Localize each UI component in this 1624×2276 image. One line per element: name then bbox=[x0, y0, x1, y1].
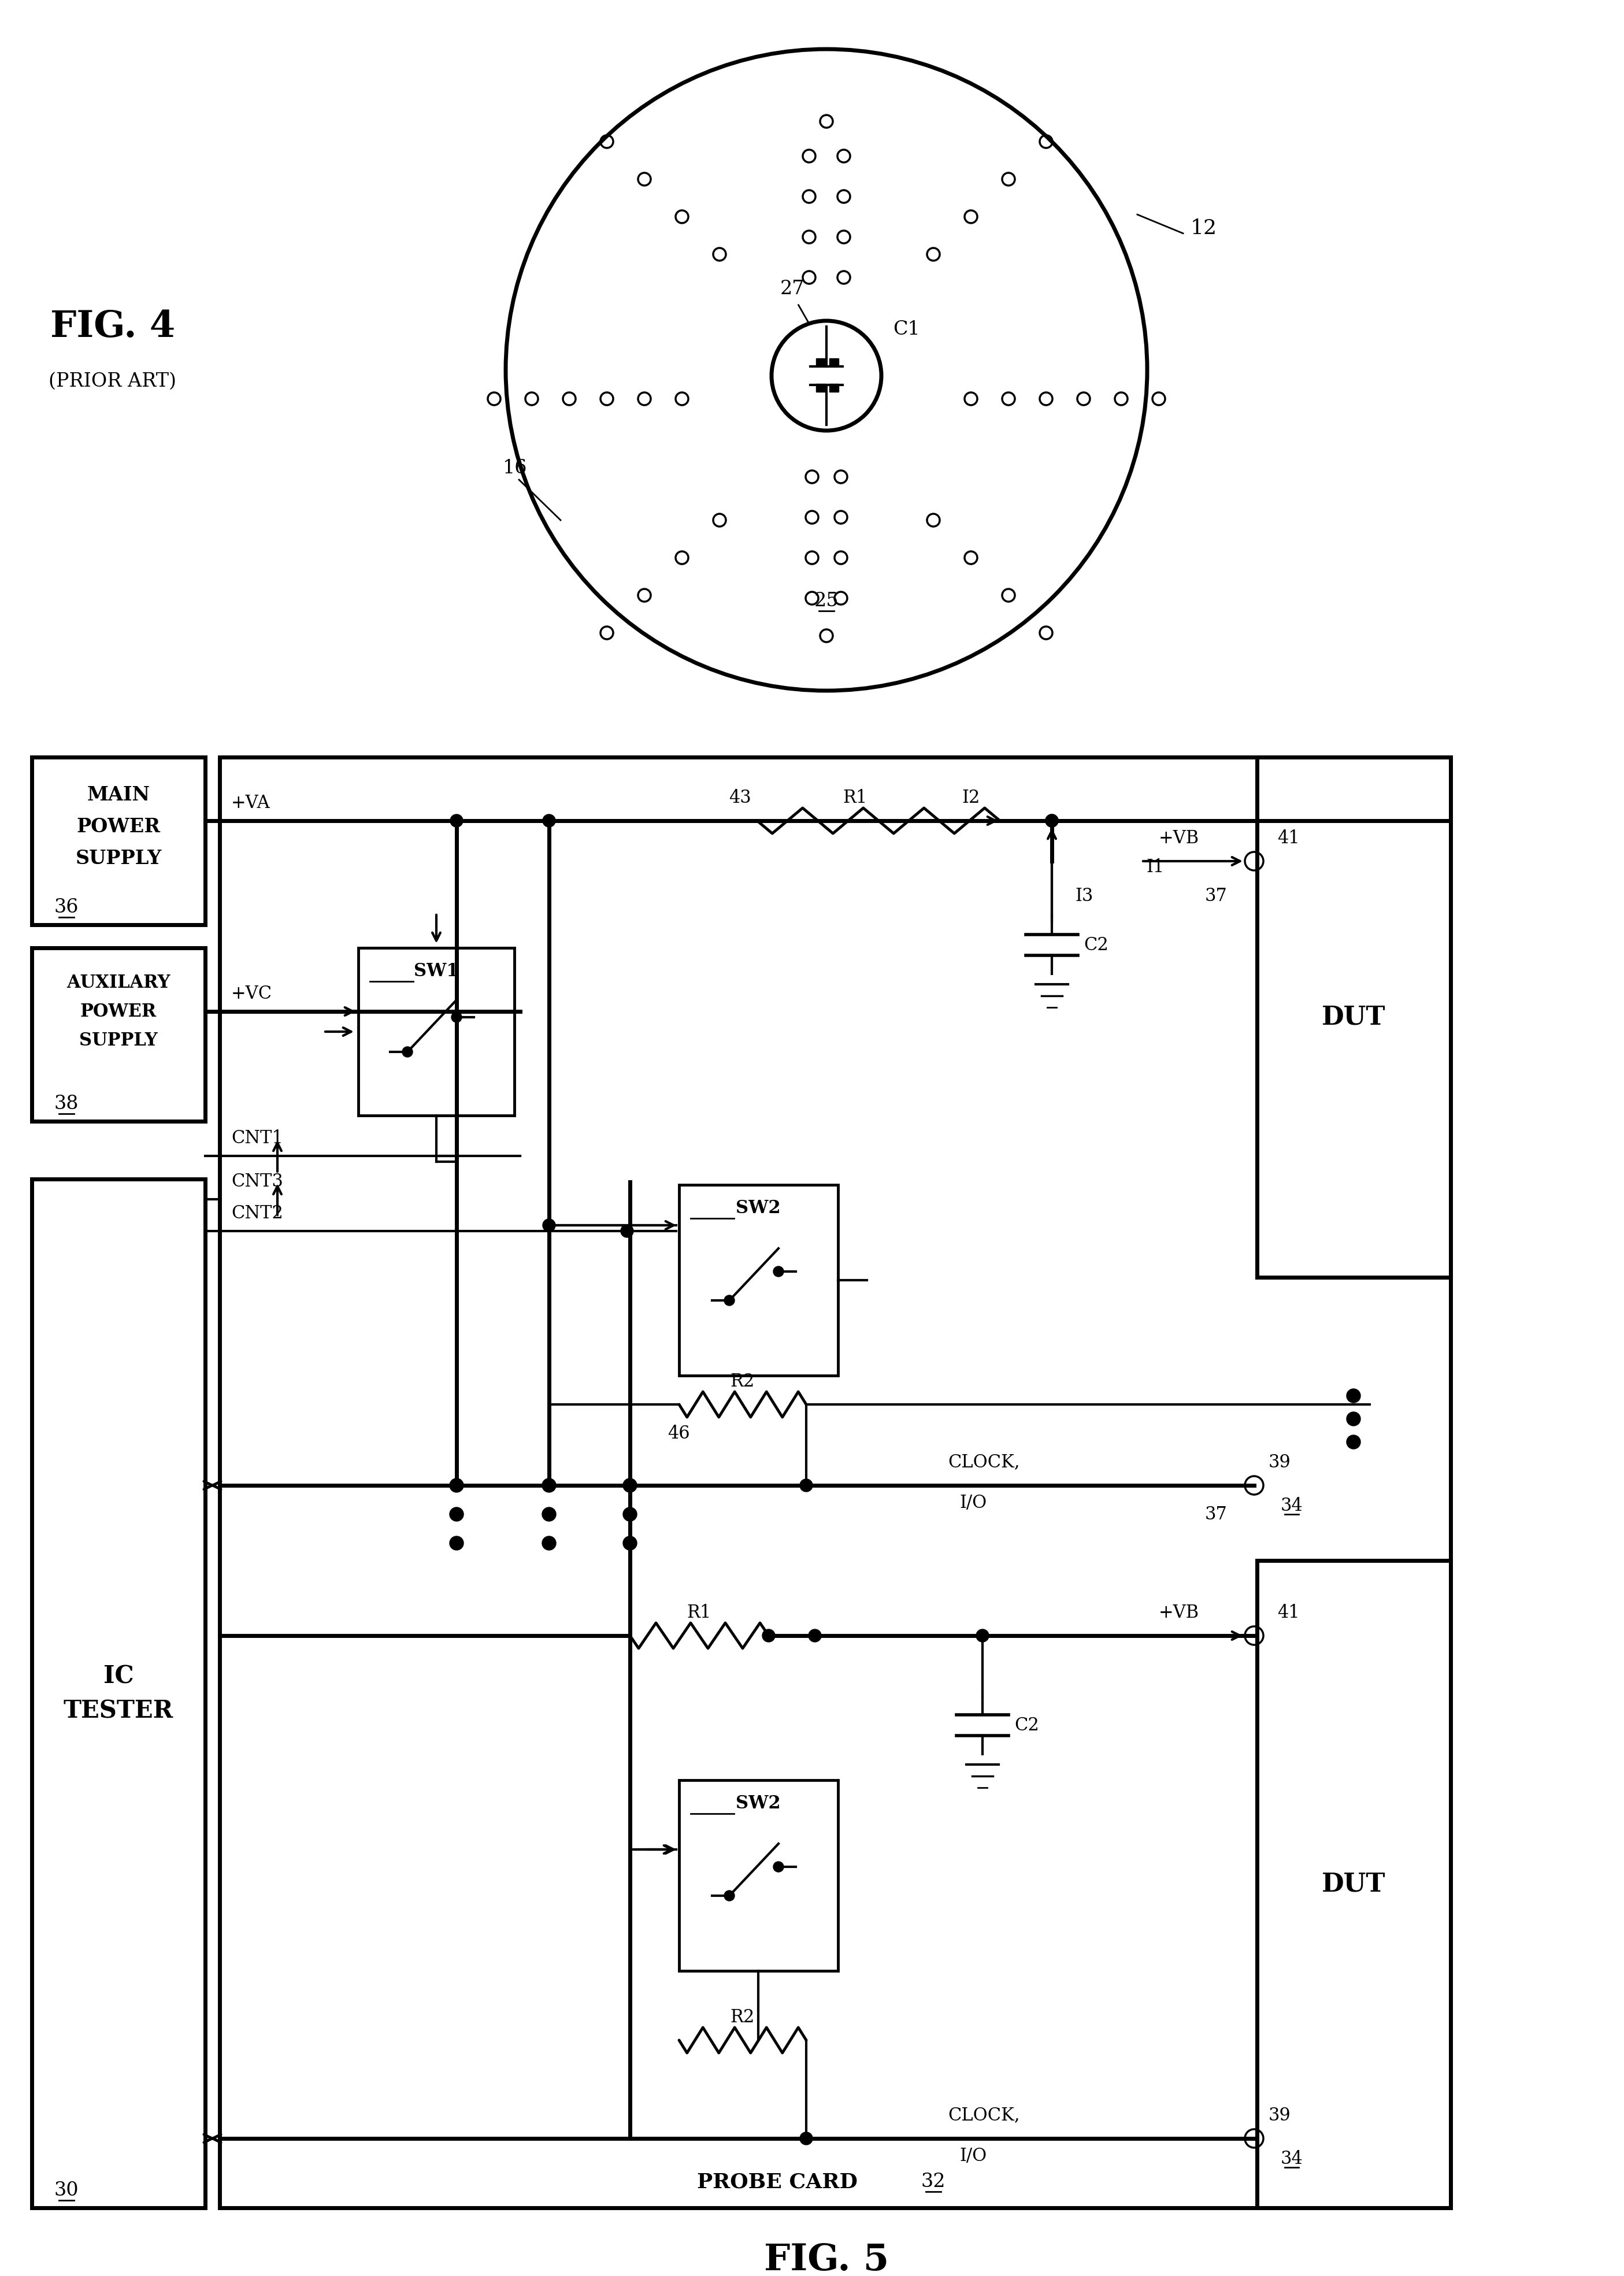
Bar bbox=[359, 947, 515, 1115]
Text: DUT: DUT bbox=[1322, 1004, 1385, 1029]
Text: DUT: DUT bbox=[1322, 1871, 1385, 1896]
Text: 36: 36 bbox=[54, 899, 78, 917]
Text: R2: R2 bbox=[731, 1372, 755, 1391]
Text: I/O: I/O bbox=[960, 2146, 987, 2164]
Text: CNT2: CNT2 bbox=[231, 1204, 283, 1222]
Text: I1: I1 bbox=[1147, 858, 1164, 876]
Text: CLOCK,: CLOCK, bbox=[948, 2105, 1020, 2124]
Text: TESTER: TESTER bbox=[63, 1698, 174, 1723]
Circle shape bbox=[1046, 815, 1059, 826]
Circle shape bbox=[450, 1479, 463, 1493]
Bar bbox=[815, 357, 825, 366]
Bar bbox=[32, 758, 205, 924]
Text: I3: I3 bbox=[1075, 888, 1093, 906]
Text: C2: C2 bbox=[1083, 935, 1109, 954]
Text: I/O: I/O bbox=[960, 1493, 987, 1511]
Text: CNT3: CNT3 bbox=[231, 1172, 283, 1190]
Text: I2: I2 bbox=[961, 787, 979, 806]
Circle shape bbox=[620, 1224, 633, 1238]
Text: 38: 38 bbox=[54, 1095, 78, 1113]
Text: 30: 30 bbox=[54, 2180, 80, 2199]
Circle shape bbox=[1046, 815, 1059, 826]
Circle shape bbox=[801, 2133, 812, 2144]
Circle shape bbox=[1346, 1388, 1361, 1402]
Text: 34: 34 bbox=[1280, 1498, 1302, 1514]
Text: R1: R1 bbox=[843, 787, 867, 806]
Text: 39: 39 bbox=[1268, 1454, 1291, 1470]
Bar bbox=[830, 357, 838, 366]
Circle shape bbox=[542, 1507, 555, 1520]
Text: 43: 43 bbox=[729, 787, 750, 806]
Text: 16: 16 bbox=[503, 460, 528, 478]
Text: SUPPLY: SUPPLY bbox=[75, 849, 162, 867]
Circle shape bbox=[624, 1507, 637, 1520]
Circle shape bbox=[976, 1630, 989, 1641]
Text: +VB: +VB bbox=[1158, 1605, 1199, 1621]
Circle shape bbox=[450, 1536, 463, 1550]
Text: MAIN: MAIN bbox=[88, 785, 149, 803]
Text: IC: IC bbox=[104, 1664, 133, 1689]
Text: SW1: SW1 bbox=[414, 963, 458, 981]
Text: CLOCK,: CLOCK, bbox=[948, 1454, 1020, 1470]
Text: R2: R2 bbox=[731, 2007, 755, 2026]
Text: FIG. 4: FIG. 4 bbox=[50, 310, 175, 344]
Text: FIG. 5: FIG. 5 bbox=[763, 2242, 888, 2276]
Text: 37: 37 bbox=[1205, 888, 1228, 906]
Text: SUPPLY: SUPPLY bbox=[80, 1031, 158, 1049]
Circle shape bbox=[773, 1862, 784, 1871]
Text: +VB: +VB bbox=[1158, 828, 1199, 847]
Text: POWER: POWER bbox=[76, 817, 161, 835]
Circle shape bbox=[451, 1013, 461, 1022]
Circle shape bbox=[724, 1295, 734, 1306]
Text: 37: 37 bbox=[1205, 1504, 1228, 1523]
Circle shape bbox=[542, 815, 555, 826]
Text: +VC: +VC bbox=[231, 986, 273, 1004]
Circle shape bbox=[450, 815, 463, 826]
Text: +VA: +VA bbox=[231, 794, 270, 813]
Circle shape bbox=[724, 1891, 734, 1900]
Circle shape bbox=[450, 1507, 463, 1520]
Text: 34: 34 bbox=[1280, 2151, 1302, 2167]
Text: 32: 32 bbox=[921, 2174, 945, 2192]
Text: C2: C2 bbox=[1015, 1716, 1039, 1734]
Text: AUXILARY: AUXILARY bbox=[67, 974, 171, 992]
Bar bbox=[32, 947, 205, 1122]
Bar bbox=[219, 758, 1450, 2208]
Text: R1: R1 bbox=[687, 1605, 711, 1621]
Text: SW2: SW2 bbox=[736, 1793, 781, 1812]
Text: 12: 12 bbox=[1190, 218, 1216, 239]
Bar bbox=[1257, 758, 1450, 1277]
Text: 25: 25 bbox=[814, 592, 838, 610]
Bar bbox=[1257, 1561, 1450, 2208]
Circle shape bbox=[542, 1536, 555, 1550]
Bar bbox=[679, 1186, 838, 1375]
Bar bbox=[32, 1179, 205, 2208]
Text: PROBE CARD: PROBE CARD bbox=[697, 2171, 857, 2192]
Text: (PRIOR ART): (PRIOR ART) bbox=[49, 373, 177, 391]
Circle shape bbox=[762, 1630, 775, 1641]
Text: 41: 41 bbox=[1276, 828, 1299, 847]
Circle shape bbox=[403, 1047, 412, 1056]
Text: 41: 41 bbox=[1276, 1605, 1299, 1621]
Circle shape bbox=[542, 1220, 555, 1231]
Circle shape bbox=[542, 1479, 555, 1493]
Circle shape bbox=[801, 1479, 812, 1491]
Text: POWER: POWER bbox=[80, 1001, 156, 1020]
Circle shape bbox=[773, 1265, 784, 1277]
Text: 39: 39 bbox=[1268, 2105, 1291, 2124]
Circle shape bbox=[624, 1536, 637, 1550]
Bar bbox=[679, 1780, 838, 1971]
Bar bbox=[815, 385, 825, 391]
Circle shape bbox=[624, 1479, 637, 1493]
Circle shape bbox=[809, 1630, 822, 1641]
Text: SW2: SW2 bbox=[736, 1199, 781, 1218]
Text: 27: 27 bbox=[780, 280, 806, 298]
Bar bbox=[830, 385, 838, 391]
Text: 46: 46 bbox=[667, 1425, 690, 1443]
Circle shape bbox=[1346, 1436, 1361, 1450]
Circle shape bbox=[1346, 1411, 1361, 1425]
Text: C1: C1 bbox=[893, 321, 919, 339]
Text: CNT1: CNT1 bbox=[231, 1129, 283, 1147]
